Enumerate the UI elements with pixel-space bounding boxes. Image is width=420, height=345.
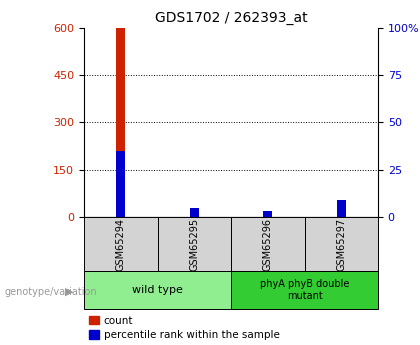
Bar	[190, 208, 199, 217]
Text: GSM65297: GSM65297	[336, 218, 346, 270]
Bar	[190, 214, 199, 217]
Bar	[263, 211, 272, 217]
Bar	[116, 28, 125, 217]
FancyBboxPatch shape	[158, 217, 231, 271]
FancyBboxPatch shape	[84, 271, 231, 309]
Legend: count, percentile rank within the sample: count, percentile rank within the sample	[89, 316, 280, 340]
FancyBboxPatch shape	[231, 271, 378, 309]
Bar	[116, 151, 125, 217]
Text: GSM65296: GSM65296	[263, 218, 273, 270]
Bar	[337, 211, 346, 217]
Text: phyA phyB double
mutant: phyA phyB double mutant	[260, 279, 349, 301]
Text: genotype/variation: genotype/variation	[4, 287, 97, 296]
Title: GDS1702 / 262393_at: GDS1702 / 262393_at	[155, 11, 307, 25]
Bar	[337, 200, 346, 217]
Text: GSM65294: GSM65294	[116, 218, 126, 270]
Bar	[263, 216, 272, 217]
Text: ▶: ▶	[65, 287, 73, 296]
FancyBboxPatch shape	[84, 217, 158, 271]
Text: wild type: wild type	[132, 285, 183, 295]
FancyBboxPatch shape	[304, 217, 378, 271]
Text: GSM65295: GSM65295	[189, 218, 199, 270]
FancyBboxPatch shape	[231, 217, 304, 271]
